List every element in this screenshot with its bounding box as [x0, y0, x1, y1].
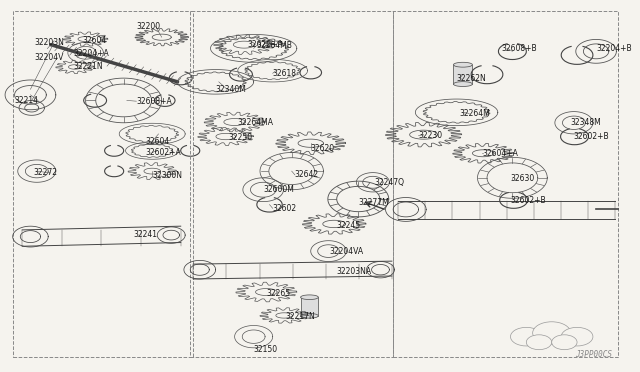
Text: 32602+A: 32602+A: [146, 148, 182, 157]
Ellipse shape: [301, 314, 318, 318]
Text: 32604: 32604: [83, 36, 107, 45]
Text: 32630: 32630: [511, 174, 535, 183]
Text: 32602+B: 32602+B: [511, 196, 546, 205]
Text: 32203N: 32203N: [35, 38, 65, 47]
Text: 32265: 32265: [266, 289, 291, 298]
Text: 32608+B: 32608+B: [501, 44, 536, 53]
Text: 32214: 32214: [14, 96, 38, 105]
Bar: [301, 297, 318, 316]
Text: 32600M: 32600M: [263, 185, 294, 194]
Text: 32204V: 32204V: [35, 53, 64, 62]
Ellipse shape: [301, 295, 318, 299]
Text: 32264MA: 32264MA: [238, 118, 274, 127]
Text: 32608+A: 32608+A: [136, 97, 172, 106]
Text: 32247Q: 32247Q: [374, 178, 404, 187]
Text: 32204+B: 32204+B: [596, 44, 632, 53]
Text: 32262N: 32262N: [456, 74, 486, 83]
Text: 32348M: 32348M: [571, 118, 602, 126]
Text: 32277M: 32277M: [358, 198, 389, 207]
Text: 32620: 32620: [311, 144, 335, 153]
Text: 32602: 32602: [273, 204, 297, 213]
Text: 32245: 32245: [336, 221, 360, 230]
Ellipse shape: [453, 62, 472, 67]
Text: 32340M: 32340M: [216, 85, 246, 94]
Text: 32217N: 32217N: [285, 312, 315, 321]
Text: 32300N: 32300N: [152, 171, 182, 180]
Text: 32241: 32241: [133, 230, 157, 239]
Text: 32620+A: 32620+A: [247, 40, 283, 49]
Text: J3PP00CS: J3PP00CS: [575, 350, 612, 359]
Text: 32604: 32604: [146, 137, 170, 146]
Text: 32221N: 32221N: [73, 62, 102, 71]
Text: 32264MB: 32264MB: [257, 41, 292, 50]
Text: 32604+A: 32604+A: [482, 149, 518, 158]
Text: 32250: 32250: [228, 133, 252, 142]
Text: 32230: 32230: [419, 131, 443, 140]
Circle shape: [526, 335, 552, 350]
Text: 32264M: 32264M: [460, 109, 490, 118]
Text: 32204+A: 32204+A: [73, 49, 109, 58]
Text: 32203NA: 32203NA: [336, 267, 371, 276]
Text: 32272: 32272: [34, 169, 58, 177]
Text: 32618: 32618: [273, 69, 297, 78]
Text: 32642: 32642: [295, 170, 319, 179]
Ellipse shape: [453, 82, 472, 87]
Circle shape: [511, 327, 542, 346]
Text: 32200: 32200: [136, 22, 161, 31]
Circle shape: [561, 327, 593, 346]
Circle shape: [552, 335, 577, 350]
Circle shape: [532, 322, 571, 344]
Text: 32150: 32150: [253, 345, 278, 354]
Text: 32602+B: 32602+B: [574, 132, 609, 141]
Text: 32204VA: 32204VA: [330, 247, 364, 256]
Bar: [453, 65, 472, 84]
